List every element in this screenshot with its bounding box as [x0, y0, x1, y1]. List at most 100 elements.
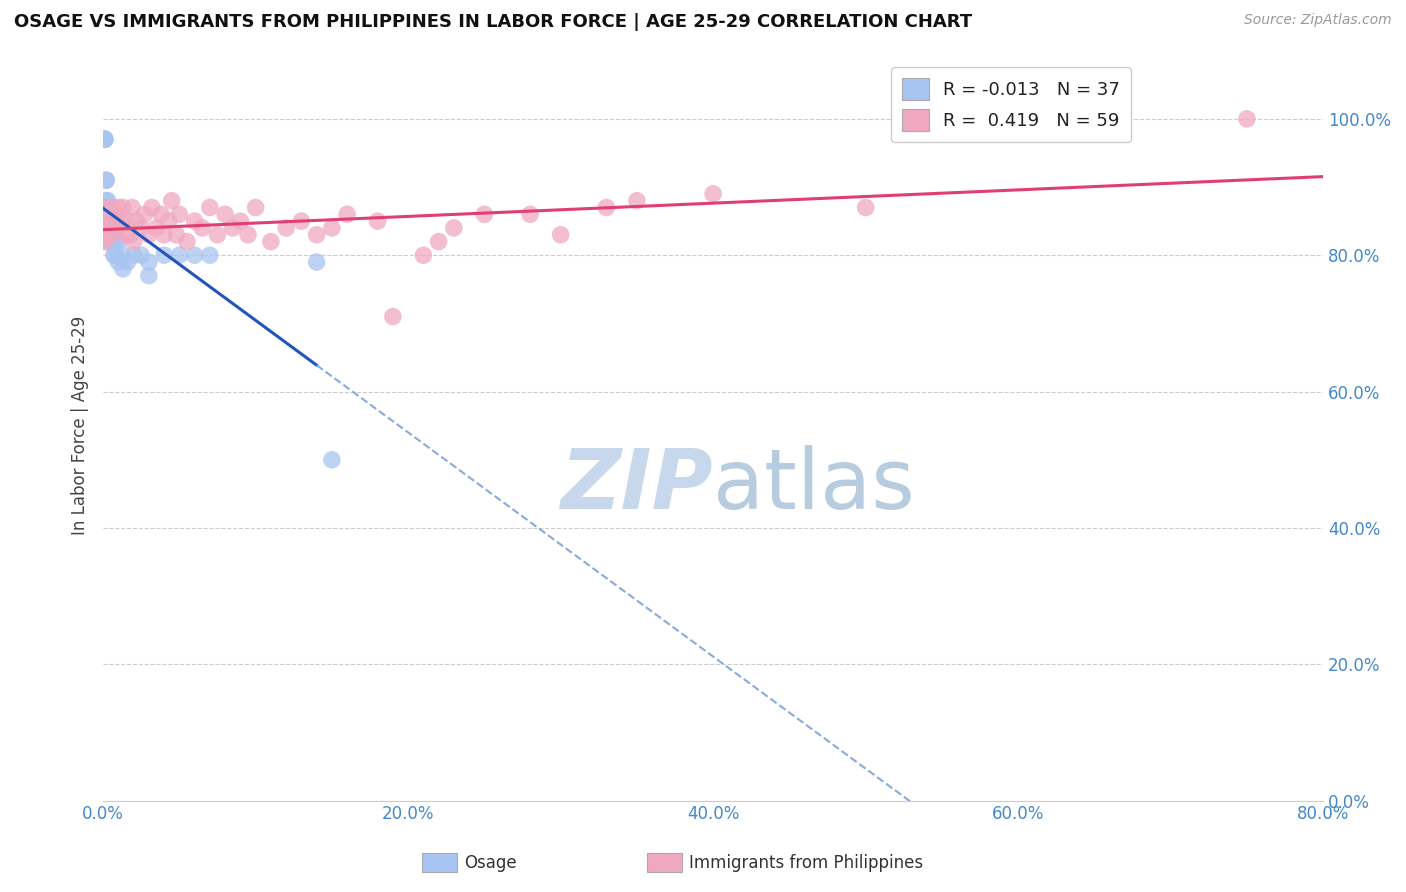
Point — [626, 194, 648, 208]
Point — [115, 227, 138, 242]
Point — [183, 248, 205, 262]
Point — [336, 207, 359, 221]
Point — [97, 221, 120, 235]
Point — [107, 255, 129, 269]
Legend: R = -0.013   N = 37, R =  0.419   N = 59: R = -0.013 N = 37, R = 0.419 N = 59 — [891, 67, 1130, 142]
Point — [229, 214, 252, 228]
Point — [276, 221, 298, 235]
Y-axis label: In Labor Force | Age 25-29: In Labor Force | Age 25-29 — [72, 316, 89, 535]
Point — [427, 235, 450, 249]
Point — [129, 248, 152, 262]
Point — [93, 132, 115, 146]
Text: OSAGE VS IMMIGRANTS FROM PHILIPPINES IN LABOR FORCE | AGE 25-29 CORRELATION CHAR: OSAGE VS IMMIGRANTS FROM PHILIPPINES IN … — [14, 13, 972, 31]
Point — [103, 214, 125, 228]
Point — [412, 248, 434, 262]
Point — [153, 227, 176, 242]
Point — [96, 173, 118, 187]
Text: Osage: Osage — [464, 854, 516, 871]
Point — [93, 201, 115, 215]
Point — [290, 214, 312, 228]
Point — [160, 194, 183, 208]
Point — [117, 255, 139, 269]
Point — [176, 235, 198, 249]
Point — [104, 248, 127, 262]
Point — [122, 235, 145, 249]
Point — [305, 227, 328, 242]
Point — [111, 261, 134, 276]
Point — [96, 227, 118, 242]
Point — [134, 207, 156, 221]
Point — [321, 221, 343, 235]
Point — [138, 255, 160, 269]
Point — [100, 214, 122, 228]
Point — [96, 214, 118, 228]
Point — [150, 207, 173, 221]
Point — [198, 201, 221, 215]
Point — [93, 235, 115, 249]
Point — [110, 214, 132, 228]
Text: Source: ZipAtlas.com: Source: ZipAtlas.com — [1244, 13, 1392, 28]
Point — [97, 201, 120, 215]
Point — [96, 194, 118, 208]
Point — [107, 235, 129, 249]
Point — [97, 235, 120, 249]
Point — [121, 201, 143, 215]
Point — [260, 235, 283, 249]
Point — [443, 221, 465, 235]
Point — [595, 201, 617, 215]
Point — [98, 201, 121, 215]
Point — [183, 214, 205, 228]
Point — [129, 221, 152, 235]
Point — [100, 227, 122, 242]
Text: atlas: atlas — [713, 445, 915, 526]
Point — [122, 248, 145, 262]
Point — [138, 227, 160, 242]
Point — [157, 214, 180, 228]
Point — [125, 214, 148, 228]
Point — [222, 221, 245, 235]
Point — [702, 186, 724, 201]
Point — [111, 248, 134, 262]
Point — [117, 214, 139, 228]
Point — [381, 310, 404, 324]
Point — [145, 221, 167, 235]
Point — [245, 201, 267, 215]
Point — [103, 227, 125, 242]
Point — [153, 248, 176, 262]
Point — [214, 207, 236, 221]
Text: Immigrants from Philippines: Immigrants from Philippines — [689, 854, 924, 871]
Point — [321, 452, 343, 467]
Point — [141, 201, 163, 215]
Point — [100, 227, 122, 242]
Point — [105, 221, 128, 235]
Point — [138, 268, 160, 283]
Point — [169, 248, 191, 262]
Point — [98, 214, 121, 228]
Point — [93, 132, 115, 146]
Point — [93, 132, 115, 146]
Point — [169, 207, 191, 221]
Point — [367, 214, 389, 228]
Point — [96, 173, 118, 187]
Point — [198, 248, 221, 262]
Point — [103, 248, 125, 262]
Point — [101, 227, 124, 242]
Point — [97, 194, 120, 208]
Text: ZIP: ZIP — [561, 445, 713, 526]
Point — [101, 201, 124, 215]
Point — [93, 132, 115, 146]
Point — [305, 255, 328, 269]
Point — [550, 227, 572, 242]
Point — [191, 221, 214, 235]
Point — [98, 214, 121, 228]
Point — [93, 132, 115, 146]
Point — [104, 235, 127, 249]
Point — [111, 201, 134, 215]
Point — [1236, 112, 1258, 126]
Point — [165, 227, 187, 242]
Point — [104, 207, 127, 221]
Point — [855, 201, 877, 215]
Point — [207, 227, 229, 242]
Point — [236, 227, 259, 242]
Point — [519, 207, 541, 221]
